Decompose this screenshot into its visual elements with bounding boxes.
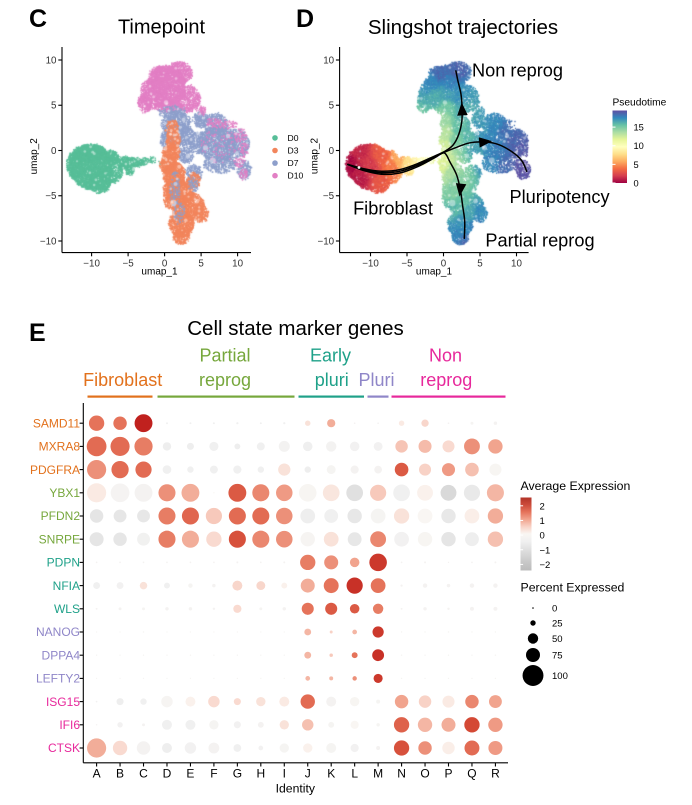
svg-text:C: C bbox=[139, 767, 148, 781]
svg-text:O: O bbox=[420, 767, 429, 781]
svg-text:0: 0 bbox=[329, 146, 335, 157]
svg-text:D10: D10 bbox=[288, 171, 304, 181]
svg-text:SAMD11: SAMD11 bbox=[33, 416, 80, 430]
svg-text:0: 0 bbox=[552, 604, 557, 615]
svg-text:5: 5 bbox=[634, 160, 639, 170]
svg-text:0: 0 bbox=[634, 179, 639, 189]
svg-text:P: P bbox=[444, 767, 452, 781]
svg-text:Slingshot trajectories: Slingshot trajectories bbox=[368, 16, 558, 39]
svg-text:Q: Q bbox=[467, 767, 476, 781]
svg-text:Early: Early bbox=[310, 346, 351, 366]
svg-text:10: 10 bbox=[232, 259, 243, 270]
svg-text:50: 50 bbox=[552, 634, 563, 645]
svg-text:−10: −10 bbox=[362, 259, 379, 270]
svg-text:L: L bbox=[351, 767, 358, 781]
svg-text:75: 75 bbox=[552, 651, 563, 662]
svg-text:reprog: reprog bbox=[420, 370, 472, 390]
svg-text:Percent Expressed: Percent Expressed bbox=[521, 581, 625, 595]
svg-text:ISG15: ISG15 bbox=[46, 695, 80, 709]
svg-text:5: 5 bbox=[477, 259, 483, 270]
svg-text:Partial: Partial bbox=[199, 346, 250, 366]
svg-text:umap_2: umap_2 bbox=[310, 137, 321, 174]
svg-text:1: 1 bbox=[540, 516, 545, 527]
svg-text:M: M bbox=[373, 767, 383, 781]
svg-text:Pseudotime: Pseudotime bbox=[613, 98, 667, 109]
svg-text:PDPN: PDPN bbox=[47, 556, 80, 570]
svg-text:−5: −5 bbox=[123, 259, 135, 270]
svg-text:D3: D3 bbox=[288, 146, 299, 156]
svg-text:B: B bbox=[116, 767, 124, 781]
svg-text:10: 10 bbox=[511, 259, 522, 270]
svg-text:A: A bbox=[93, 767, 101, 781]
svg-text:Average Expression: Average Expression bbox=[521, 479, 631, 493]
svg-text:0: 0 bbox=[51, 146, 57, 157]
svg-text:10: 10 bbox=[46, 55, 57, 66]
svg-text:Cell state marker genes: Cell state marker genes bbox=[187, 317, 403, 340]
svg-text:−10: −10 bbox=[317, 236, 334, 247]
svg-text:K: K bbox=[327, 767, 335, 781]
svg-text:−1: −1 bbox=[540, 545, 551, 556]
svg-text:WLS: WLS bbox=[54, 602, 80, 616]
svg-text:umap_2: umap_2 bbox=[29, 138, 40, 175]
svg-text:PFDN2: PFDN2 bbox=[41, 509, 81, 523]
svg-text:YBX1: YBX1 bbox=[49, 486, 80, 500]
svg-text:J: J bbox=[305, 767, 311, 781]
svg-text:E: E bbox=[186, 767, 194, 781]
svg-text:CTSK: CTSK bbox=[48, 741, 80, 755]
svg-text:25: 25 bbox=[552, 619, 563, 630]
svg-text:10: 10 bbox=[634, 141, 644, 151]
svg-text:H: H bbox=[256, 767, 265, 781]
svg-text:C: C bbox=[29, 5, 47, 33]
svg-text:0: 0 bbox=[540, 531, 545, 542]
svg-text:NANOG: NANOG bbox=[36, 625, 80, 639]
svg-text:5: 5 bbox=[51, 101, 57, 112]
svg-text:umap_1: umap_1 bbox=[141, 267, 178, 278]
svg-text:reprog: reprog bbox=[199, 370, 251, 390]
svg-text:Non reprog: Non reprog bbox=[472, 61, 563, 81]
svg-text:−5: −5 bbox=[45, 191, 57, 202]
svg-text:2: 2 bbox=[540, 501, 545, 512]
svg-text:DPPA4: DPPA4 bbox=[42, 648, 81, 662]
svg-text:0: 0 bbox=[441, 259, 447, 270]
svg-text:SNRPE: SNRPE bbox=[39, 532, 80, 546]
svg-text:Timepoint: Timepoint bbox=[118, 17, 206, 39]
svg-text:−2: −2 bbox=[540, 560, 551, 571]
svg-text:LEFTY2: LEFTY2 bbox=[36, 672, 80, 686]
svg-text:N: N bbox=[397, 767, 406, 781]
svg-text:PDGFRA: PDGFRA bbox=[30, 463, 80, 477]
svg-text:−10: −10 bbox=[83, 259, 100, 270]
svg-text:Pluripotency: Pluripotency bbox=[509, 187, 610, 207]
svg-text:Partial reprog: Partial reprog bbox=[485, 231, 594, 251]
svg-text:D0: D0 bbox=[288, 133, 299, 143]
svg-text:Fibroblast: Fibroblast bbox=[353, 199, 433, 219]
svg-text:Non: Non bbox=[429, 346, 462, 366]
svg-text:NFIA: NFIA bbox=[53, 579, 80, 593]
svg-text:IFI6: IFI6 bbox=[59, 718, 80, 732]
svg-text:15: 15 bbox=[634, 123, 644, 133]
svg-text:R: R bbox=[491, 767, 500, 781]
svg-text:D7: D7 bbox=[288, 158, 299, 168]
svg-text:Identity: Identity bbox=[276, 782, 316, 796]
svg-text:G: G bbox=[233, 767, 242, 781]
svg-text:F: F bbox=[210, 767, 217, 781]
svg-text:umap_1: umap_1 bbox=[416, 267, 453, 278]
svg-text:I: I bbox=[283, 767, 286, 781]
svg-text:Pluri: Pluri bbox=[358, 370, 394, 390]
svg-text:−5: −5 bbox=[323, 191, 335, 202]
svg-text:D: D bbox=[296, 5, 314, 33]
svg-text:−5: −5 bbox=[401, 259, 413, 270]
svg-text:Fibroblast: Fibroblast bbox=[83, 370, 162, 390]
svg-text:pluri: pluri bbox=[315, 370, 349, 390]
svg-text:0: 0 bbox=[162, 259, 168, 270]
svg-text:D: D bbox=[163, 767, 172, 781]
svg-text:−10: −10 bbox=[40, 236, 57, 247]
svg-text:E: E bbox=[29, 319, 46, 347]
svg-text:MXRA8: MXRA8 bbox=[39, 440, 81, 454]
svg-text:5: 5 bbox=[198, 259, 204, 270]
svg-text:5: 5 bbox=[329, 101, 335, 112]
svg-text:10: 10 bbox=[323, 55, 334, 66]
svg-text:100: 100 bbox=[552, 671, 568, 682]
